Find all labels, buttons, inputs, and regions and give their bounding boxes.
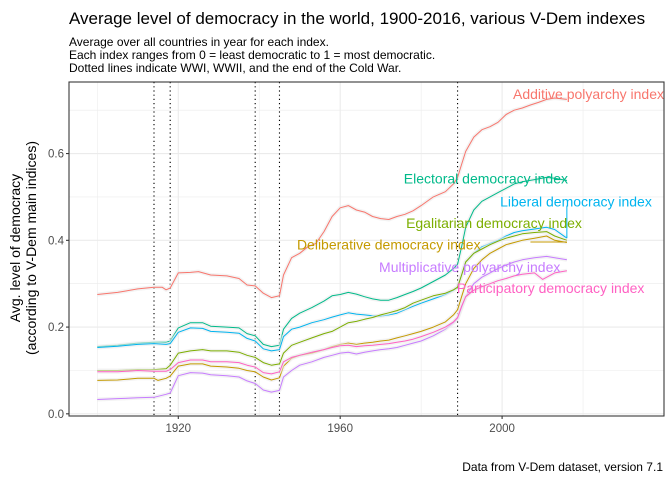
series-labels: Additive polyarchy index Electoral democr…	[297, 86, 664, 296]
x-axis: 1920 1960 2000	[165, 416, 515, 435]
y-axis-title: Avg. level of democracy (according to V-…	[7, 141, 39, 355]
chart-subtitle-line-2: Each index ranges from 0 = least democra…	[69, 48, 435, 62]
series-label-egalitarian-democracy-index: Egalitarian democracy index	[406, 215, 582, 231]
y-tick-label: 0.2	[48, 322, 64, 334]
series-label-electoral-democracy-index: Electoral democracy index	[404, 170, 568, 186]
y-axis-title-line-1: Avg. level of democracy	[7, 174, 23, 322]
series-label-participatory-democracy-index: Participatory democracy index	[457, 280, 645, 296]
series-line-additive-polyarchy-index	[97, 97, 567, 299]
y-axis: 0.0 0.2 0.4 0.6	[48, 149, 69, 421]
series-lines	[97, 96, 569, 402]
x-tick-label: 1960	[327, 423, 353, 435]
series-label-additive-polyarchy-index: Additive polyarchy index	[513, 86, 664, 102]
plot-panel	[69, 82, 664, 416]
y-axis-title-line-2: (according to V-Dem main indices)	[23, 141, 39, 355]
chart-title: Average level of democracy in the world,…	[69, 9, 645, 28]
grid-minor	[69, 82, 664, 416]
plot-border	[68, 81, 665, 417]
chart-caption: Data from V-Dem dataset, version 7.1	[462, 460, 663, 474]
series-line-deliberative-democracy-index	[97, 235, 567, 381]
chart-subtitle-line-1: Average over all countries in year for e…	[69, 35, 329, 49]
x-tick-label: 2000	[489, 423, 515, 435]
series-line-multiplicative-polyarchy-index	[97, 255, 567, 400]
x-tick-label: 1920	[165, 423, 191, 435]
series-line-participatory-democracy-index	[97, 270, 567, 375]
chart-subtitle-line-3: Dotted lines indicate WWI, WWII, and the…	[69, 61, 401, 75]
y-tick-label: 0.6	[48, 149, 64, 161]
series-label-liberal-democracy-index: Liberal democracy index	[500, 193, 652, 209]
series-line-electoral-democracy-index	[97, 176, 567, 348]
series-label-multiplicative-polyarchy-index: Multiplicative polyarchy index	[379, 259, 560, 275]
y-tick-label: 0.4	[48, 235, 65, 247]
series-label-deliberative-democracy-index: Deliberative democracy index	[297, 237, 481, 253]
series-line-egalitarian-democracy-index	[97, 231, 568, 371]
y-tick-label: 0.0	[48, 409, 64, 421]
